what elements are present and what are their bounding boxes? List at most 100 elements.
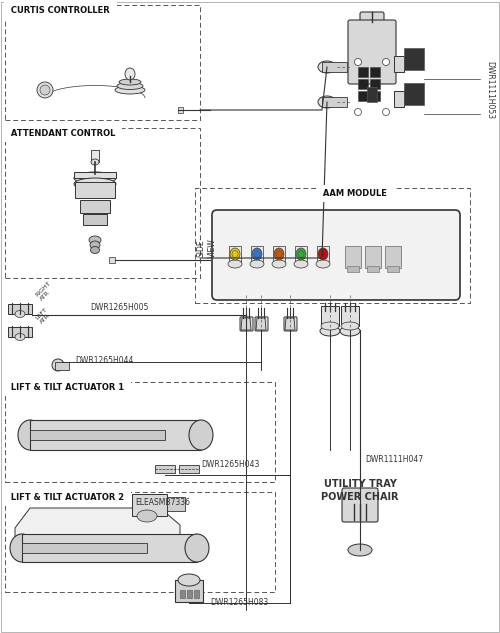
Bar: [345, 246, 361, 268]
Bar: [404, 48, 424, 70]
Bar: [74, 172, 116, 178]
Ellipse shape: [294, 260, 308, 268]
Ellipse shape: [115, 86, 145, 94]
Bar: [370, 79, 380, 89]
Bar: [370, 91, 380, 101]
Ellipse shape: [74, 172, 116, 184]
Ellipse shape: [230, 248, 240, 260]
Circle shape: [354, 108, 362, 115]
Circle shape: [40, 85, 50, 95]
Ellipse shape: [232, 251, 238, 258]
Bar: [109, 257, 115, 263]
FancyBboxPatch shape: [342, 488, 378, 522]
Ellipse shape: [320, 251, 326, 258]
Bar: [167, 497, 185, 511]
FancyBboxPatch shape: [284, 317, 297, 331]
Ellipse shape: [10, 534, 34, 562]
Ellipse shape: [296, 248, 306, 260]
Ellipse shape: [252, 248, 262, 260]
Ellipse shape: [125, 68, 135, 80]
Bar: [322, 62, 347, 72]
Ellipse shape: [321, 322, 339, 330]
Bar: [347, 266, 359, 272]
Bar: [295, 246, 307, 264]
Ellipse shape: [276, 251, 282, 258]
Text: LEFT
ATR: LEFT ATR: [35, 307, 53, 325]
Text: DWR1265H083: DWR1265H083: [210, 598, 268, 607]
Circle shape: [37, 82, 53, 98]
Bar: [273, 246, 285, 264]
Text: DWR1265H005: DWR1265H005: [90, 303, 148, 312]
Ellipse shape: [341, 322, 359, 330]
Bar: [358, 79, 368, 89]
Ellipse shape: [298, 251, 304, 258]
Bar: [178, 107, 183, 113]
Bar: [55, 362, 69, 370]
Bar: [194, 590, 199, 598]
Bar: [83, 214, 107, 225]
Text: UTILITY TRAY: UTILITY TRAY: [324, 479, 396, 489]
Text: LIFT & TILT ACTUATOR 2: LIFT & TILT ACTUATOR 2: [8, 493, 127, 502]
Bar: [367, 87, 377, 102]
Bar: [80, 200, 110, 213]
Ellipse shape: [254, 251, 260, 258]
Ellipse shape: [90, 241, 100, 249]
Ellipse shape: [117, 82, 143, 89]
Bar: [321, 306, 339, 326]
Ellipse shape: [274, 248, 284, 260]
Bar: [179, 465, 199, 473]
FancyBboxPatch shape: [348, 20, 396, 84]
Bar: [8, 327, 32, 337]
Text: CURTIS CONTROLLER: CURTIS CONTROLLER: [8, 6, 113, 15]
Text: SIDE
VIEW: SIDE VIEW: [197, 238, 217, 258]
Bar: [370, 67, 380, 77]
Ellipse shape: [18, 420, 42, 450]
Text: ATTENDANT CONTROL: ATTENDANT CONTROL: [8, 129, 118, 138]
FancyBboxPatch shape: [360, 12, 384, 44]
Ellipse shape: [90, 246, 100, 253]
Bar: [175, 580, 203, 602]
Bar: [341, 306, 359, 326]
Text: DWR1111H047: DWR1111H047: [365, 455, 423, 464]
Ellipse shape: [318, 61, 336, 73]
Bar: [8, 304, 32, 314]
Polygon shape: [15, 508, 180, 561]
FancyBboxPatch shape: [212, 210, 460, 300]
Ellipse shape: [364, 40, 380, 48]
Text: DWR1111H053: DWR1111H053: [486, 61, 494, 119]
Ellipse shape: [250, 260, 264, 268]
Text: DWR1265H044: DWR1265H044: [75, 356, 134, 365]
Bar: [155, 465, 175, 473]
Ellipse shape: [348, 544, 372, 556]
Circle shape: [52, 359, 64, 371]
Text: AAM MODULE: AAM MODULE: [320, 189, 390, 198]
Ellipse shape: [316, 260, 330, 268]
Ellipse shape: [318, 96, 336, 108]
Ellipse shape: [137, 510, 157, 522]
Bar: [394, 56, 404, 72]
Ellipse shape: [15, 334, 25, 341]
FancyBboxPatch shape: [255, 317, 268, 331]
Bar: [317, 246, 329, 264]
Bar: [367, 266, 379, 272]
Polygon shape: [256, 318, 266, 330]
Bar: [251, 246, 263, 264]
Bar: [132, 494, 167, 516]
Bar: [365, 246, 381, 268]
Ellipse shape: [340, 326, 360, 336]
Bar: [358, 67, 368, 77]
Text: LIFT & TILT ACTUATOR 1: LIFT & TILT ACTUATOR 1: [8, 383, 127, 392]
Bar: [387, 266, 399, 272]
Circle shape: [354, 58, 362, 65]
Polygon shape: [241, 318, 251, 330]
Text: POWER CHAIR: POWER CHAIR: [321, 492, 399, 502]
Ellipse shape: [15, 311, 25, 318]
Bar: [358, 91, 368, 101]
Ellipse shape: [119, 79, 141, 85]
FancyBboxPatch shape: [240, 317, 253, 331]
Bar: [22, 543, 147, 553]
Ellipse shape: [89, 236, 101, 244]
Bar: [75, 182, 115, 198]
Bar: [229, 246, 241, 264]
Circle shape: [382, 108, 390, 115]
